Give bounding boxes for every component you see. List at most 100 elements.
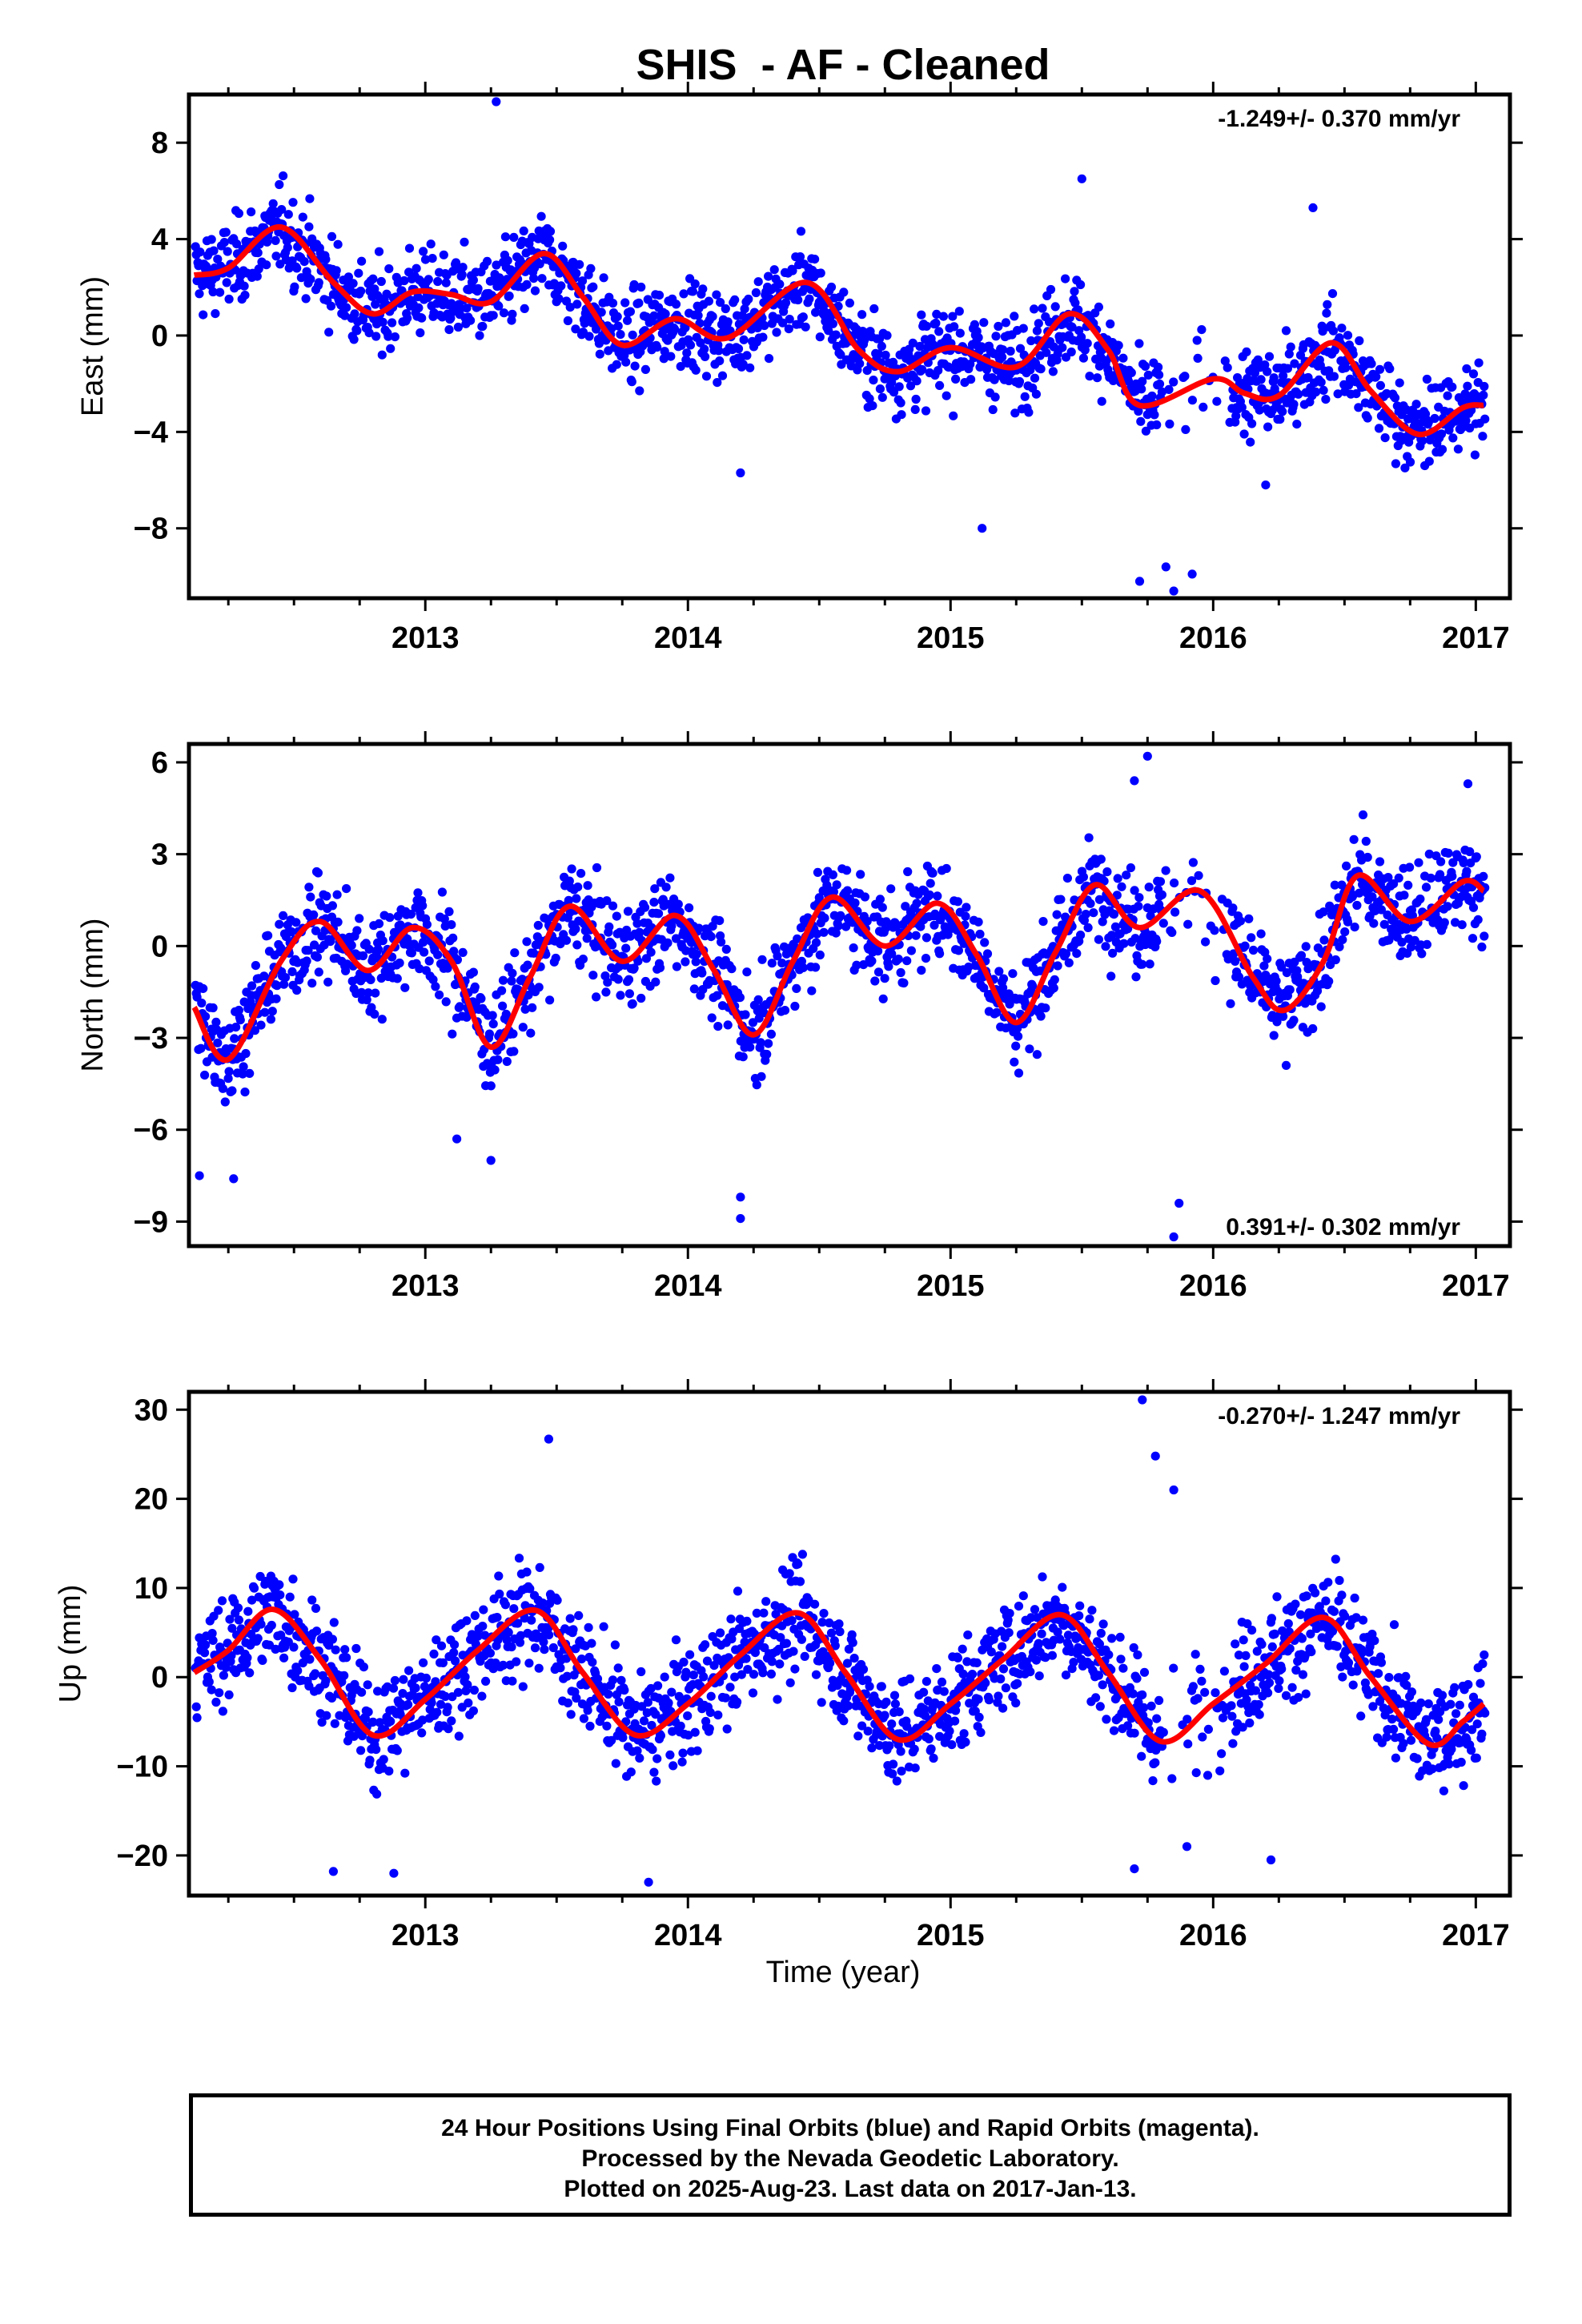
data-point: [792, 983, 801, 993]
data-point: [575, 259, 584, 269]
data-point: [692, 949, 701, 959]
data-point: [1422, 374, 1431, 384]
data-point: [1414, 858, 1423, 867]
data-point: [1302, 1591, 1311, 1601]
data-point: [772, 328, 781, 337]
data-point: [374, 919, 384, 928]
data-point: [221, 227, 231, 237]
data-point: [1219, 1667, 1229, 1676]
data-point: [208, 287, 218, 297]
data-point: [1321, 1596, 1331, 1606]
data-point: [1278, 1626, 1287, 1636]
data-point: [301, 294, 311, 304]
data-point: [1263, 367, 1272, 376]
data-point: [1443, 848, 1453, 858]
data-point: [815, 332, 825, 342]
data-point: [764, 1039, 773, 1048]
data-point: [1470, 450, 1480, 460]
data-point: [1091, 1693, 1101, 1703]
data-point: [877, 392, 887, 402]
data-point: [771, 1610, 781, 1619]
data-point: [1412, 1754, 1422, 1763]
data-point: [707, 1013, 717, 1023]
data-point: [219, 1671, 228, 1680]
data-point: [1167, 1774, 1177, 1783]
data-point: [329, 1618, 339, 1627]
data-point: [676, 362, 685, 372]
data-point: [1338, 1672, 1347, 1682]
data-point: [733, 1586, 743, 1596]
data-point: [275, 919, 284, 929]
data-point: [842, 1659, 853, 1668]
data-point: [240, 1088, 250, 1097]
data-point: [681, 323, 690, 332]
data-point: [290, 282, 299, 292]
data-point: [890, 1699, 900, 1709]
data-point: [1142, 751, 1152, 761]
data-point: [742, 967, 752, 977]
data-point: [967, 1670, 978, 1679]
data-point: [1350, 1593, 1359, 1603]
data-point: [276, 943, 286, 953]
data-point: [513, 1618, 523, 1628]
data-point: [235, 1015, 245, 1025]
data-point: [412, 263, 421, 273]
data-point: [208, 1003, 218, 1013]
data-point: [896, 1747, 905, 1756]
data-point: [287, 927, 296, 937]
data-point: [227, 1651, 236, 1660]
data-point: [1139, 1703, 1149, 1712]
data-point: [582, 934, 592, 943]
data-point: [1434, 1715, 1443, 1724]
data-point: [539, 1637, 548, 1647]
data-point: [761, 1597, 771, 1606]
data-point: [699, 1672, 709, 1682]
data-point: [1291, 1665, 1301, 1675]
data-point: [1371, 372, 1381, 381]
data-point: [507, 976, 516, 986]
data-point: [1015, 344, 1026, 353]
data-point: [1032, 1050, 1042, 1059]
data-point: [868, 401, 877, 411]
data-point: [813, 867, 822, 877]
x-tick-label: 2016: [1179, 621, 1247, 655]
data-point: [253, 248, 263, 258]
data-point: [1327, 289, 1338, 299]
data-point: [1406, 943, 1416, 952]
data-point: [561, 935, 572, 945]
data-point: [1150, 1758, 1160, 1767]
data-point: [482, 256, 492, 266]
data-point: [705, 1707, 715, 1717]
data-point: [1340, 1611, 1350, 1621]
data-point: [595, 349, 604, 359]
data-point: [878, 994, 888, 1003]
data-point: [1403, 880, 1413, 890]
data-point: [373, 1687, 383, 1696]
data-point: [1295, 351, 1306, 360]
data-point: [1231, 411, 1241, 421]
data-point: [677, 1757, 687, 1767]
data-point: [979, 983, 989, 993]
data-point: [1122, 870, 1131, 880]
data-point: [873, 349, 884, 359]
data-point: [207, 1685, 216, 1695]
data-point: [656, 1731, 666, 1740]
data-point: [1407, 1687, 1416, 1697]
data-point: [314, 278, 323, 287]
data-point: [834, 1619, 844, 1629]
data-point: [479, 1605, 488, 1614]
data-point: [350, 309, 359, 319]
data-point: [982, 949, 993, 959]
data-point: [1479, 871, 1488, 881]
data-point: [1263, 1688, 1273, 1698]
data-point: [1038, 304, 1047, 313]
data-point: [1123, 376, 1134, 386]
data-point: [877, 903, 887, 912]
data-point: [1453, 444, 1463, 454]
data-point: [1247, 933, 1256, 943]
data-point: [652, 1754, 662, 1763]
data-point: [769, 265, 779, 275]
data-point: [1383, 873, 1393, 883]
data-point: [869, 376, 878, 385]
data-point: [1076, 931, 1086, 940]
